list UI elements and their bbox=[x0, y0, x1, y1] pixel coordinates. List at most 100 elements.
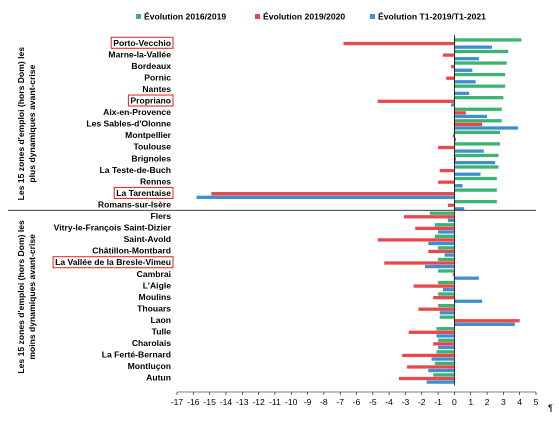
bar bbox=[451, 65, 455, 69]
highlight-box bbox=[52, 256, 174, 269]
category-label: Pornic bbox=[144, 72, 171, 82]
bar bbox=[454, 57, 479, 61]
pilcrow-mark: ¶ bbox=[548, 403, 553, 413]
bar bbox=[428, 368, 455, 373]
group-label: Les 15 zones d'emploi (hors Dom) lesmoin… bbox=[16, 220, 37, 374]
highlight-box bbox=[127, 94, 174, 107]
x-tick-label: -6 bbox=[353, 397, 361, 407]
bar bbox=[438, 338, 455, 342]
bar bbox=[196, 195, 455, 199]
x-tick-label: 4 bbox=[517, 397, 522, 407]
category-label: La Vallée de la Bresle-Vimeu bbox=[55, 257, 171, 267]
bar bbox=[434, 361, 455, 365]
category-label: Marne-la-Vallée bbox=[108, 49, 171, 59]
category-label: Flers bbox=[150, 211, 171, 221]
bar bbox=[438, 257, 455, 262]
bar bbox=[439, 168, 455, 173]
bar bbox=[454, 61, 507, 65]
bar bbox=[454, 49, 509, 54]
bar bbox=[438, 303, 455, 308]
category-label: Bordeaux bbox=[131, 61, 171, 71]
category-label: Montpellier bbox=[125, 130, 171, 140]
bar bbox=[438, 292, 455, 296]
x-tick-label: -7 bbox=[336, 397, 344, 407]
bar bbox=[436, 334, 455, 338]
category-label: La Ferté-Bernard bbox=[102, 350, 171, 360]
bar bbox=[454, 96, 504, 100]
x-tick-label: -1 bbox=[434, 397, 442, 407]
bar bbox=[428, 249, 455, 254]
legend-label: Évolution 2019/2020 bbox=[263, 12, 345, 22]
bar bbox=[454, 157, 457, 161]
legend-label: Évolution T1-2019/T1-2021 bbox=[378, 12, 486, 22]
x-tick-label: -5 bbox=[369, 397, 377, 407]
group-label-line: Les 15 zones d'emploi (hors Dom) les bbox=[16, 220, 26, 374]
x-tick-label: -13 bbox=[236, 397, 249, 407]
x-tick-label: -11 bbox=[269, 397, 281, 407]
x-tick-label: -12 bbox=[252, 397, 265, 407]
bar bbox=[418, 307, 455, 311]
bar bbox=[439, 315, 455, 319]
bar bbox=[398, 376, 455, 381]
bar bbox=[454, 319, 520, 323]
bar bbox=[454, 111, 466, 115]
bar bbox=[431, 357, 455, 361]
bar bbox=[454, 84, 505, 88]
category-label: La Teste-de-Buch bbox=[100, 165, 171, 175]
bar bbox=[434, 223, 455, 227]
bar bbox=[444, 253, 455, 257]
category-label: Charolais bbox=[132, 338, 171, 348]
bar bbox=[426, 380, 455, 384]
x-tick-label: 5 bbox=[534, 397, 539, 407]
bar bbox=[403, 215, 455, 219]
bar bbox=[446, 76, 455, 80]
bar bbox=[438, 180, 455, 184]
x-tick-label: -16 bbox=[187, 397, 200, 407]
x-tick-label: 1 bbox=[468, 397, 473, 407]
bar bbox=[454, 299, 483, 303]
category-label: Rennes bbox=[140, 176, 171, 186]
bar bbox=[447, 203, 455, 207]
bar bbox=[454, 149, 484, 153]
bar bbox=[377, 99, 455, 103]
bar bbox=[436, 327, 455, 331]
x-tick-label: -9 bbox=[304, 397, 312, 407]
bar bbox=[454, 68, 473, 72]
bar bbox=[454, 161, 496, 165]
bar bbox=[211, 192, 455, 196]
bar bbox=[434, 234, 455, 238]
bar bbox=[454, 45, 492, 49]
category-label: Vitry-le-François Saint-Dizier bbox=[54, 223, 172, 233]
x-tick-label: -8 bbox=[320, 397, 328, 407]
bar bbox=[436, 350, 455, 354]
category-label: Propriano bbox=[130, 96, 171, 106]
bar bbox=[454, 142, 501, 146]
category-label: La Tarentaise bbox=[116, 188, 171, 198]
group-label-line: Les 15 zones d'emploi (hors Dom) les bbox=[16, 47, 26, 201]
x-tick-label: -10 bbox=[285, 397, 298, 407]
category-label: Montluçon bbox=[128, 361, 171, 371]
category-label: Châtillon-Montbard bbox=[92, 246, 171, 256]
bar bbox=[438, 246, 455, 250]
chart-axes: -17 -16 -15 -14 -13 -12 -11 -10 -9 -8 -7 -6 -5 -4 -3 -2… bbox=[8, 35, 539, 407]
bar bbox=[442, 53, 455, 57]
bar-series bbox=[196, 38, 522, 384]
group-label-line: plus dynamiques avant-crise bbox=[27, 64, 37, 182]
bar bbox=[438, 280, 455, 285]
x-tick-label: -4 bbox=[385, 397, 393, 407]
category-label: Laon bbox=[150, 315, 171, 325]
category-label: Saint-Avold bbox=[124, 234, 171, 244]
x-tick-label: -2 bbox=[418, 397, 426, 407]
category-label: Toulouse bbox=[133, 142, 171, 152]
x-tick-label: -17 bbox=[171, 397, 184, 407]
bar bbox=[454, 107, 502, 111]
bar bbox=[451, 103, 455, 107]
group-labels: Les 15 zones d'emploi (hors Dom) lesplus… bbox=[16, 47, 37, 374]
bar bbox=[454, 80, 476, 84]
bar bbox=[452, 134, 455, 138]
bar bbox=[438, 230, 455, 234]
x-tick-label: 0 bbox=[452, 397, 457, 407]
bar bbox=[454, 200, 497, 204]
